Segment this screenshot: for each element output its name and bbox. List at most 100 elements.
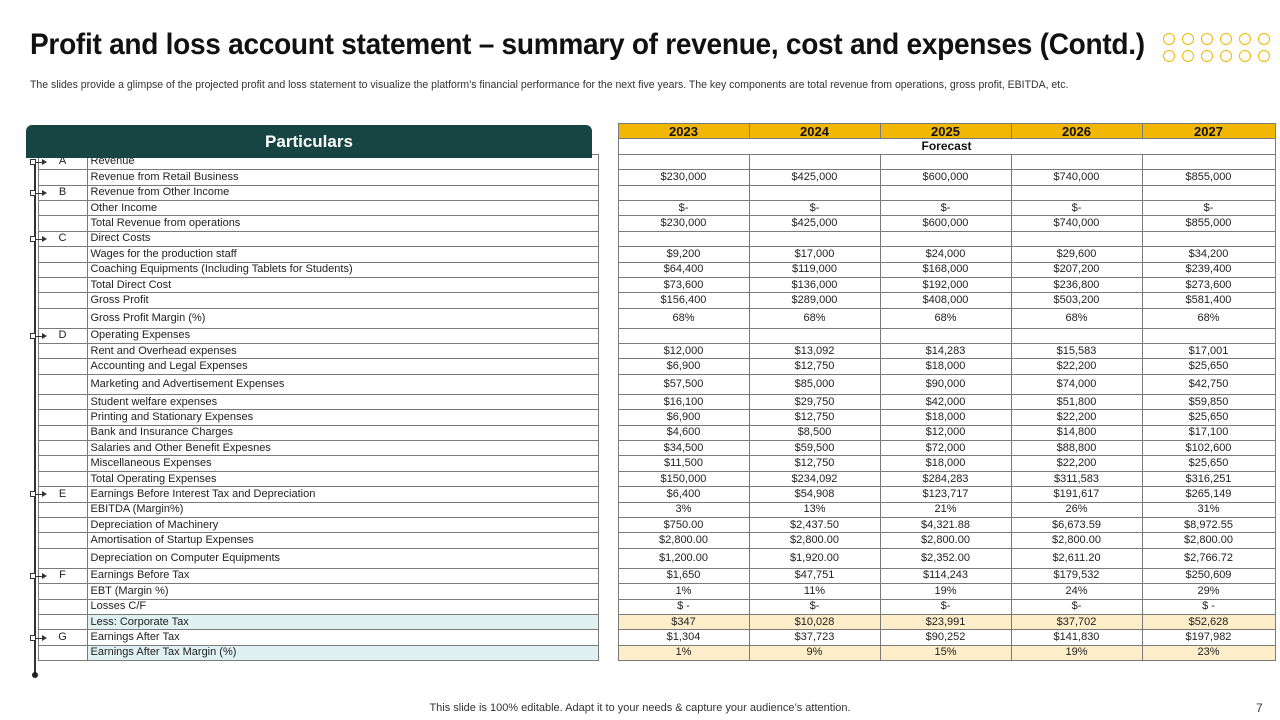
value-cell: $4,321.88: [879, 516, 1012, 534]
section-letter: [37, 393, 88, 411]
particulars-header: Particulars: [26, 125, 592, 158]
section-letter: [37, 424, 88, 442]
value-cell: $13,092: [748, 343, 881, 360]
value-cell: $136,000: [748, 276, 881, 294]
value-cell: $42,750: [1141, 373, 1276, 395]
value-cell: $6,400: [617, 486, 750, 503]
row-label: Bank and Insurance Charges: [86, 424, 599, 442]
value-cell: $347: [617, 613, 750, 631]
value-cell: 19%: [1010, 644, 1143, 662]
value-cell: $284,283: [879, 470, 1012, 488]
value-cell: [748, 230, 881, 248]
value-cell: $16,100: [617, 393, 750, 411]
section-letter: [37, 409, 88, 426]
section-letter: [37, 199, 88, 217]
value-cell: $408,000: [879, 292, 1012, 309]
value-cell: $-: [879, 598, 1012, 615]
value-cell: $-: [617, 199, 750, 217]
value-cell: $25,650: [1141, 409, 1276, 426]
value-cell: $425,000: [748, 169, 881, 186]
value-cell: $230,000: [617, 169, 750, 186]
value-cell: $17,000: [748, 246, 881, 263]
value-cell: $59,850: [1141, 393, 1276, 411]
section-letter: [37, 516, 88, 534]
section-arrow-icon: [30, 634, 48, 643]
row-label: Losses C/F: [86, 598, 599, 615]
value-cell: $-: [879, 199, 1012, 217]
value-cell: $2,800.00: [748, 532, 881, 549]
section-arrow-icon: [30, 332, 48, 341]
row-label: Earnings After Tax Margin (%): [86, 644, 599, 662]
year-header: 2023: [617, 122, 750, 140]
table-row: Bank and Insurance Charges $4,600 $8,500 $1…: [26, 424, 1276, 442]
table-row: Gross Profit $156,400 $289,000 $408,000 $503…: [26, 292, 1276, 309]
value-cell: $2,800.00: [1010, 532, 1143, 549]
row-label: Salaries and Other Benefit Expesnes: [86, 440, 599, 457]
value-cell: $73,600: [617, 276, 750, 294]
value-cell: $600,000: [879, 169, 1012, 186]
value-cell: $11,500: [617, 455, 750, 472]
row-label: Total Revenue from operations: [86, 215, 599, 232]
row-label: Less: Corporate Tax: [86, 613, 599, 631]
table-row: F Earnings Before Tax $1,650 $47,751 $114,24…: [26, 567, 1276, 585]
table-row: Gross Profit Margin (%) 68% 68% 68% 68% 68%: [26, 307, 1276, 329]
value-cell: $29,600: [1010, 246, 1143, 263]
value-cell: $52,628: [1141, 613, 1276, 631]
value-cell: $23,991: [879, 613, 1012, 631]
row-label: Accounting and Legal Expenses: [86, 358, 599, 375]
value-cell: [1141, 230, 1276, 248]
row-label: Direct Costs: [86, 230, 599, 248]
value-cell: $22,200: [1010, 455, 1143, 472]
value-cell: 24%: [1010, 583, 1143, 600]
value-cell: $18,000: [879, 358, 1012, 375]
value-cell: $1,920.00: [748, 547, 881, 569]
year-header: 2024: [748, 122, 881, 140]
page-number: 7: [1256, 701, 1263, 715]
value-cell: $-: [1141, 199, 1276, 217]
value-cell: $503,200: [1010, 292, 1143, 309]
table-row: E Earnings Before Interest Tax and Deprec…: [26, 486, 1276, 503]
year-header: 2027: [1141, 122, 1276, 140]
value-cell: 11%: [748, 583, 881, 600]
value-cell: $230,000: [617, 215, 750, 232]
table-row: Printing and Stationary Expenses $6,900 $1…: [26, 409, 1276, 426]
value-cell: 19%: [879, 583, 1012, 600]
value-cell: $581,400: [1141, 292, 1276, 309]
year-header: 2025: [879, 122, 1012, 140]
section-letter: [37, 455, 88, 472]
value-cell: 3%: [617, 501, 750, 518]
value-cell: $2,437.50: [748, 516, 881, 534]
row-label: Revenue from Retail Business: [86, 169, 599, 186]
value-cell: [879, 184, 1012, 201]
value-cell: $72,000: [879, 440, 1012, 457]
value-cell: [1010, 327, 1143, 345]
value-cell: $1,650: [617, 567, 750, 585]
value-cell: $37,723: [748, 629, 881, 646]
table-row: Amortisation of Startup Expenses $2,800.0…: [26, 532, 1276, 549]
section-arrow-icon: [30, 491, 48, 499]
value-cell: $47,751: [748, 567, 881, 585]
value-cell: $6,900: [617, 358, 750, 375]
value-cell: 29%: [1141, 583, 1276, 600]
value-cell: $85,000: [748, 373, 881, 395]
value-cell: $29,750: [748, 393, 881, 411]
value-cell: $12,000: [879, 424, 1012, 442]
section-arrow-icon: [30, 158, 48, 167]
value-cell: [1141, 153, 1276, 171]
table-row: D Operating Expenses: [26, 327, 1276, 345]
value-cell: $-: [748, 598, 881, 615]
table-row: G Earnings After Tax $1,304 $37,723 $90,252 $…: [26, 629, 1276, 646]
value-cell: $64,400: [617, 261, 750, 278]
table-row: Salaries and Other Benefit Expesnes $34,5…: [26, 440, 1276, 457]
value-cell: $ -: [1141, 598, 1276, 615]
value-cell: $8,972.55: [1141, 516, 1276, 534]
value-cell: $12,750: [748, 409, 881, 426]
value-cell: $239,400: [1141, 261, 1276, 278]
value-cell: $88,800: [1010, 440, 1143, 457]
section-letter: [37, 215, 88, 232]
value-cell: $14,800: [1010, 424, 1143, 442]
slide-footer: This slide is 100% editable. Adapt it to…: [429, 702, 851, 714]
value-cell: $57,500: [617, 373, 750, 395]
value-cell: 1%: [617, 583, 750, 600]
row-label: Amortisation of Startup Expenses: [86, 532, 599, 549]
